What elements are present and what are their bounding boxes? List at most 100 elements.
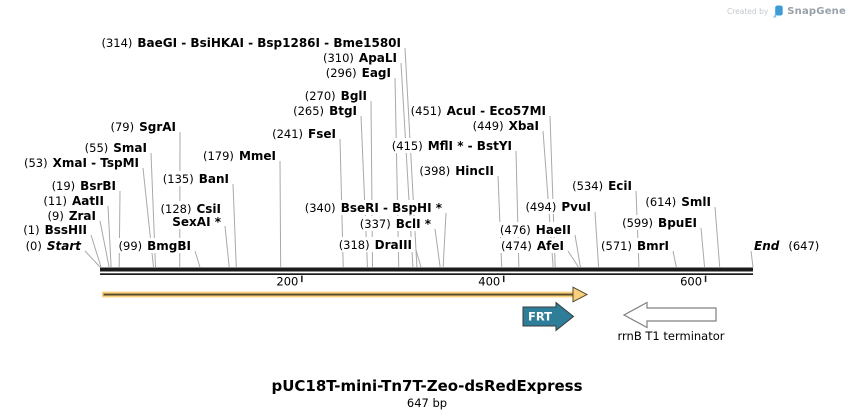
enzyme-site-label-draiii[interactable]: (318) DraIII [337, 237, 413, 252]
enzyme-site-label-smli[interactable]: (614) SmlI [644, 194, 712, 209]
orange-arrow-stripe [103, 293, 573, 296]
leader-line [700, 227, 706, 268]
site-name: PvuI [561, 200, 591, 214]
enzyme-site-label-bpuei[interactable]: (599) BpuEI [621, 215, 698, 230]
site-name: DraIII [374, 238, 412, 252]
enzyme-site-label-bgli[interactable]: (270) BglI [303, 88, 368, 103]
enzyme-site-label-sgrai[interactable]: (79) SgrAI [109, 119, 177, 134]
site-name: HincII [455, 164, 494, 178]
enzyme-site-label-mmei[interactable]: (179) MmeI [202, 148, 277, 163]
leader-line [224, 225, 230, 268]
leader-line [415, 249, 422, 268]
leader-line [750, 250, 754, 268]
site-name: AcuI - Eco57MI [446, 104, 546, 118]
site-position: (476) [499, 223, 531, 237]
leader-line [400, 62, 414, 268]
site-position: (415) [391, 139, 423, 153]
site-position: (179) [203, 149, 234, 163]
enzyme-site-label-ecii[interactable]: (534) EciI [571, 178, 633, 193]
enzyme-site-label-bmgbi[interactable]: (99) BmgBI [117, 238, 192, 253]
site-name: SmlI [681, 195, 711, 209]
site-name: BssHII [44, 223, 87, 237]
enzyme-site-label-fsei[interactable]: (241) FseI [271, 126, 337, 141]
site-position: (599) [622, 216, 654, 230]
site-position: (314) [101, 36, 133, 50]
site-position: (1) [23, 223, 40, 237]
site-name-secondary: SexAI * [172, 215, 221, 229]
enzyme-site-label-bsrbi[interactable]: (19) BsrBI [50, 178, 117, 193]
site-name: SmaI [113, 141, 147, 155]
orange-feature-arrow[interactable] [102, 286, 589, 303]
enzyme-site-label-afei[interactable]: (474) AfeI [499, 238, 565, 253]
snapgene-logo-icon [773, 5, 783, 18]
enzyme-site-label-baegi[interactable]: (314) BaeGI - BsiHKAI - Bsp1286I - Bme158… [100, 35, 402, 50]
site-position: (398) [419, 164, 451, 178]
scale-tick-label: 600 [680, 275, 702, 289]
enzyme-site-label-bmri[interactable]: (571) BmrI [600, 238, 670, 253]
enzyme-site-label-bcli[interactable]: (337) BclI * [358, 216, 432, 231]
enzyme-site-label-bsshii[interactable]: (1) BssHII [22, 222, 88, 237]
enzyme-site-label-zrai[interactable]: (9) ZraI [46, 208, 97, 223]
enzyme-site-label-end[interactable]: End (647) [753, 238, 821, 253]
scale-tick [704, 275, 707, 283]
site-position: (270) [304, 89, 336, 103]
enzyme-site-label-xmai[interactable]: (53) XmaI - TspMI [23, 155, 140, 170]
enzyme-site-label-btgi[interactable]: (265) BtgI [292, 103, 358, 118]
site-name: AfeI [536, 239, 564, 253]
leader-line [567, 250, 579, 268]
scale-tick-label: 200 [276, 275, 298, 289]
sequence-bar-underline [100, 273, 753, 275]
site-name: CsiI [196, 202, 221, 216]
site-position: (318) [338, 238, 370, 252]
site-position: (11) [43, 194, 67, 208]
site-position: (265) [293, 104, 325, 118]
site-name: AatII [71, 194, 104, 208]
site-position: (135) [162, 172, 194, 186]
enzyme-site-label-bani[interactable]: (135) BanI [161, 171, 230, 186]
watermark-brand-text: SnapGene [787, 6, 846, 17]
terminator-label: rrnB T1 terminator [617, 329, 725, 343]
frt-arrow-shape [522, 301, 575, 332]
site-position: (53) [24, 156, 48, 170]
terminator-arrow-shape [622, 301, 717, 329]
enzyme-site-label-smai[interactable]: (55) SmaI [83, 140, 148, 155]
enzyme-site-label-start[interactable]: (0) Start [24, 238, 82, 253]
site-name: EagI [361, 66, 391, 80]
site-position: (79) [110, 120, 135, 134]
site-position: (241) [272, 127, 304, 141]
frt-feature-arrow[interactable]: FRT [522, 301, 575, 332]
site-position: (534) [572, 179, 604, 193]
enzyme-site-label-eagi[interactable]: (296) EagI [324, 65, 392, 80]
leader-line [118, 190, 121, 268]
snapgene-watermark[interactable]: Created by SnapGene [727, 5, 846, 18]
site-position: (494) [525, 200, 557, 214]
leader-line [90, 234, 102, 268]
enzyme-site-label-xbai[interactable]: (449) XbaI [471, 118, 540, 133]
enzyme-site-label-bseri[interactable]: (340) BseRI - BspHI * [303, 200, 443, 215]
site-position: (55) [84, 141, 109, 155]
enzyme-site-label-csii[interactable]: (128) CsiI SexAI * [159, 201, 222, 229]
enzyme-site-label-hincii[interactable]: (398) HincII [418, 163, 495, 178]
enzyme-site-label-aatii[interactable]: (11) AatII [42, 193, 105, 208]
site-name: End [754, 239, 780, 253]
site-position: (337) [359, 217, 391, 231]
site-name: BsrBI [80, 179, 116, 193]
scale-tick [301, 275, 303, 283]
enzyme-site-label-mfli[interactable]: (415) MflI * - BstYI [390, 138, 513, 153]
enzyme-site-label-acui[interactable]: (451) AcuI - Eco57MI [409, 103, 547, 118]
site-name: BclI * [395, 217, 431, 231]
leader-line [594, 211, 600, 268]
site-position: (296) [325, 66, 357, 80]
leader-line [232, 183, 237, 268]
site-name: SgrAI [139, 120, 176, 134]
site-name: BmrI [636, 239, 669, 253]
enzyme-site-label-apali[interactable]: (310) ApaLI [321, 50, 398, 65]
terminator-feature-arrow[interactable] [622, 301, 717, 329]
leader-line [714, 206, 721, 268]
enzyme-site-label-pvui[interactable]: (494) PvuI [524, 199, 592, 214]
leader-line [107, 205, 112, 268]
enzyme-site-label-haeii[interactable]: (476) HaeII [498, 222, 572, 237]
site-name: FseI [308, 127, 336, 141]
site-name: BseRI - BspHI * [340, 201, 442, 215]
